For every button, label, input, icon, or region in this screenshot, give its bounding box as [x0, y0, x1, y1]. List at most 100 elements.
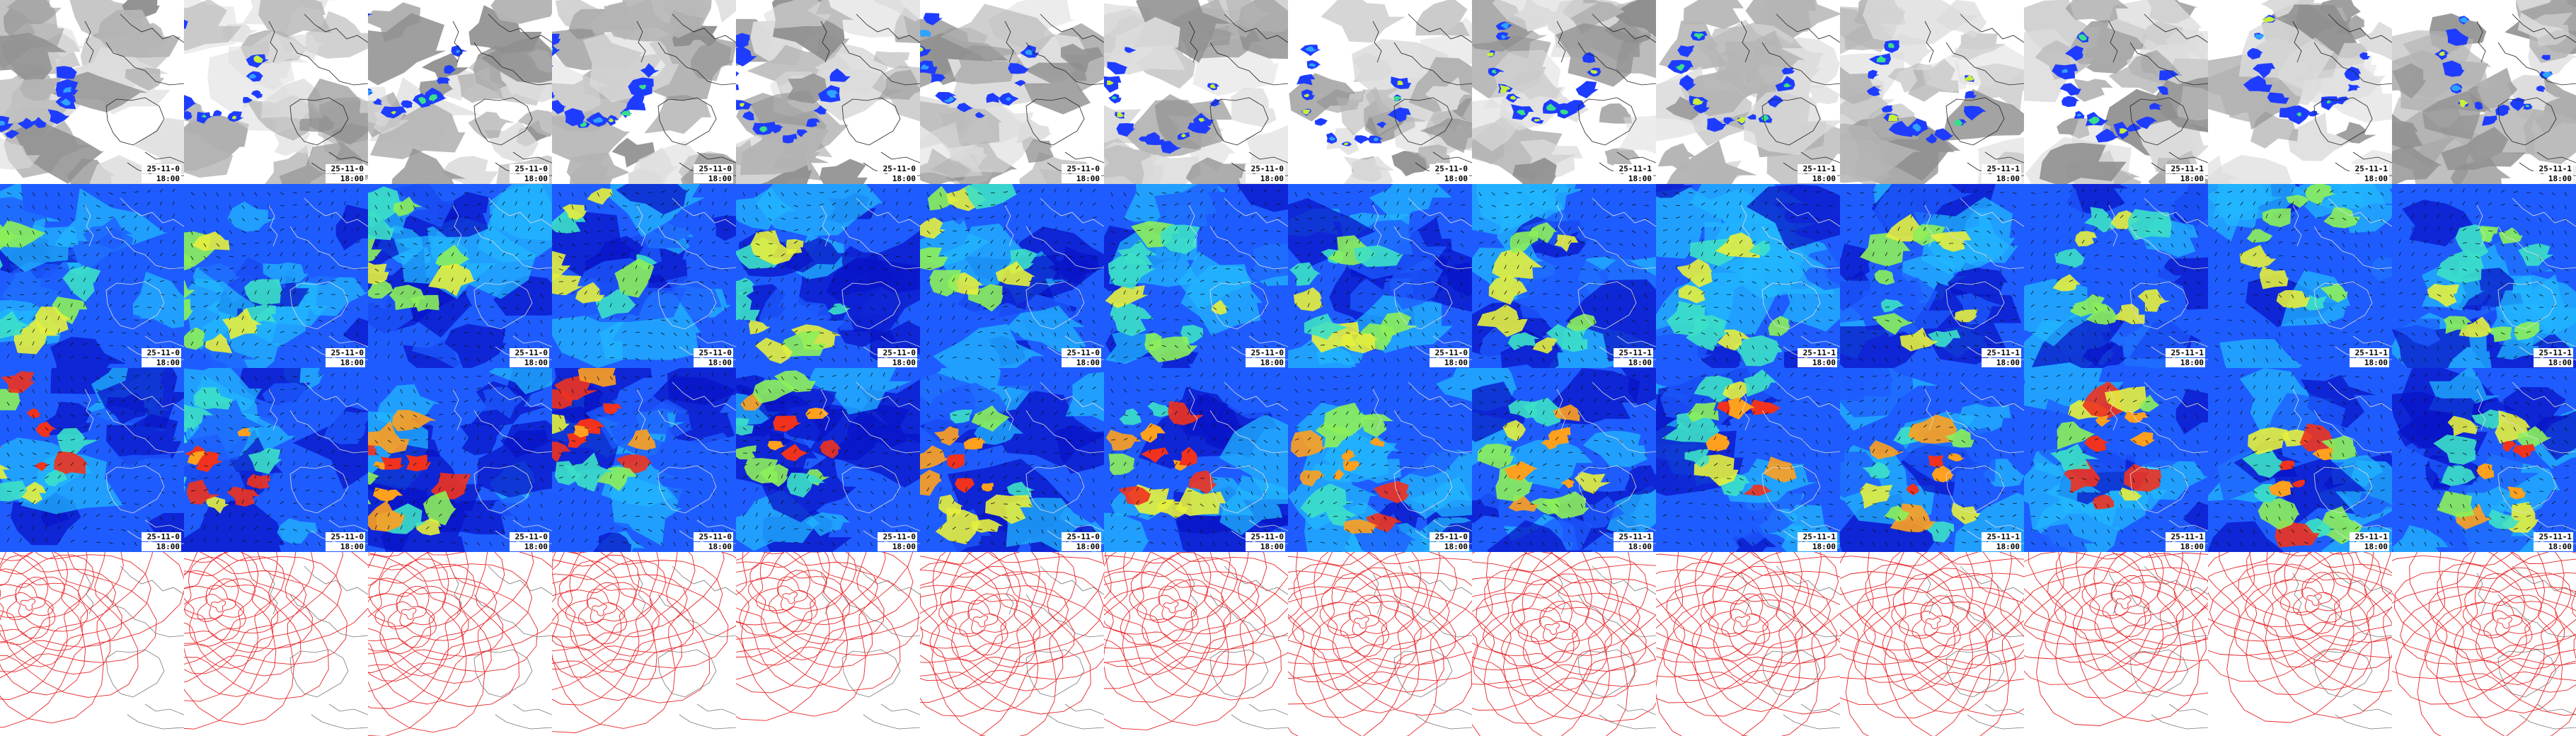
valid-date-label: 25-11-1 [2166, 532, 2205, 541]
gust-map-image [368, 368, 552, 552]
valid-time-label: 18:00 [1430, 542, 1469, 551]
valid-date-label: 25-11-1 [2350, 532, 2389, 541]
cloud-map-image [368, 0, 552, 184]
gust-map-tile: 25-11-1 18:00 [1840, 368, 2024, 552]
valid-time-label: 18:00 [326, 174, 365, 183]
valid-date-label: 25-11-1 [1798, 532, 1837, 541]
wind-map-image [368, 184, 552, 368]
cloud-map-image [552, 0, 736, 184]
valid-date-label: 25-11-1 [2534, 164, 2573, 173]
pres-map-tile: 25-11-118:00 [2024, 552, 2208, 736]
cloud-map-image [1472, 0, 1656, 184]
valid-date-label: 25-11-1 [2534, 532, 2573, 541]
valid-date-label: 25-11-1 [2534, 348, 2573, 357]
cloud-map-tile: 25-11-1 18:00 [1656, 0, 1840, 184]
gust-map-tile: 25-11-1 18:00 [1472, 368, 1656, 552]
valid-date-label: 25-11-0 [1430, 532, 1469, 541]
valid-time-label: 18:00 [510, 358, 549, 367]
valid-time-label: 18:00 [142, 542, 181, 551]
valid-date-label: 25-11-0 [326, 348, 365, 357]
valid-time-label: 18:00 [2166, 358, 2205, 367]
valid-time-label: 18:00 [1430, 174, 1469, 183]
wind-map-tile: 25-11-0 18:00 [920, 184, 1104, 368]
pres-map-tile: 25-11-118:00 [2392, 552, 2576, 736]
wind-map-image [2392, 184, 2576, 368]
wind-map-image [2208, 184, 2392, 368]
cloud-map-tile: 25-11-1 18:00 [1472, 0, 1656, 184]
valid-time-label: 18:00 [326, 542, 365, 551]
cloud-map-image [1288, 0, 1472, 184]
gust-map-tile: 25-11-0 18:00 [0, 368, 184, 552]
gust-map-tile: 25-11-1 18:00 [2024, 368, 2208, 552]
wind-map-tile: 25-11-0 18:00 [1104, 184, 1288, 368]
pres-map-image [1840, 552, 2024, 736]
valid-time-label: 18:00 [2350, 174, 2389, 183]
pres-map-image [1288, 552, 1472, 736]
valid-time-label: 18:00 [1062, 358, 1101, 367]
valid-time-label: 18:00 [878, 358, 917, 367]
valid-time-label: 18:00 [2166, 174, 2205, 183]
cloud-map-image [2392, 0, 2576, 184]
pres-map-tile: 25-11-018:00 [920, 552, 1104, 736]
gust-map-tile: 25-11-1 18:00 [1656, 368, 1840, 552]
cloud-map-image [1840, 0, 2024, 184]
valid-date-label: 25-11-0 [326, 532, 365, 541]
wind-map-image [1840, 184, 2024, 368]
pres-map-image [1104, 552, 1288, 736]
valid-time-label: 18:00 [1430, 358, 1469, 367]
cloud-map-image [2024, 0, 2208, 184]
valid-date-label: 25-11-0 [694, 164, 733, 173]
valid-date-label: 25-11-1 [2350, 164, 2389, 173]
valid-date-label: 25-11-1 [2350, 348, 2389, 357]
valid-date-label: 25-11-1 [1614, 164, 1653, 173]
wind-map-image [2024, 184, 2208, 368]
wind-map-tile: 25-11-1 18:00 [1472, 184, 1656, 368]
gust-map-image [2208, 368, 2392, 552]
pres-map-image [736, 552, 920, 736]
valid-time-label: 18:00 [1062, 174, 1101, 183]
pres-map-tile: 25-11-018:00 [1288, 552, 1472, 736]
cloud-map-image [1656, 0, 1840, 184]
cloud-map-tile: 25-11-0 18:00 [1104, 0, 1288, 184]
valid-date-label: 25-11-1 [1982, 532, 2021, 541]
cloud-map-tile: 25-11-1 18:00 [1840, 0, 2024, 184]
wind-map-tile: 25-11-0 18:00 [184, 184, 368, 368]
wind-map-tile: 25-11-0 18:00 [552, 184, 736, 368]
pres-map-image [552, 552, 736, 736]
wind-map-image [552, 184, 736, 368]
valid-date-label: 25-11-1 [2166, 164, 2205, 173]
valid-time-label: 18:00 [326, 358, 365, 367]
gust-map-image [552, 368, 736, 552]
gust-map-tile: 25-11-0 18:00 [552, 368, 736, 552]
pres-map-tile: 25-11-118:00 [1472, 552, 1656, 736]
valid-time-label: 18:00 [1982, 542, 2021, 551]
pres-map-tile: 25-11-018:00 [184, 552, 368, 736]
valid-date-label: 25-11-1 [1798, 348, 1837, 357]
wind-map-tile: 25-11-1 18:00 [2208, 184, 2392, 368]
valid-time-label: 18:00 [142, 358, 181, 367]
valid-time-label: 18:00 [1982, 174, 2021, 183]
valid-time-label: 18:00 [142, 174, 181, 183]
valid-time-label: 18:00 [1798, 174, 1837, 183]
gust-map-image [184, 368, 368, 552]
valid-time-label: 18:00 [2534, 358, 2573, 367]
wind-map-image [736, 184, 920, 368]
cloud-map-image [184, 0, 368, 184]
valid-time-label: 18:00 [2534, 542, 2573, 551]
wind-map-tile: 25-11-0 18:00 [736, 184, 920, 368]
cloud-map-tile: 25-11-0 18:00 [184, 0, 368, 184]
gust-map-tile: 25-11-0 18:00 [920, 368, 1104, 552]
cloud-map-tile: 25-11-0 18:00 [0, 0, 184, 184]
wind-map-image [1472, 184, 1656, 368]
gust-map-tile: 25-11-0 18:00 [1288, 368, 1472, 552]
pres-map-image [1656, 552, 1840, 736]
pres-map-tile: 25-11-118:00 [2208, 552, 2392, 736]
valid-time-label: 18:00 [2350, 542, 2389, 551]
wind-map-tile: 25-11-0 18:00 [0, 184, 184, 368]
wind-map-image [1288, 184, 1472, 368]
gust-map-tile: 25-11-1 18:00 [2392, 368, 2576, 552]
valid-time-label: 18:00 [878, 174, 917, 183]
wind-map-tile: 25-11-1 18:00 [1840, 184, 2024, 368]
valid-date-label: 25-11-1 [1982, 164, 2021, 173]
valid-time-label: 18:00 [1614, 542, 1653, 551]
